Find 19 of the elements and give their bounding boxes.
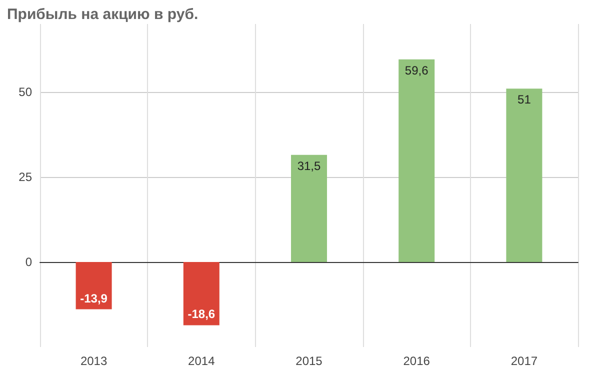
bar xyxy=(398,59,435,262)
y-tick-label: 25 xyxy=(18,170,32,184)
data-label: 31,5 xyxy=(297,158,321,173)
bar xyxy=(506,88,542,262)
x-tick-label: 2013 xyxy=(80,354,108,368)
bar xyxy=(76,262,112,310)
data-label: 51 xyxy=(518,92,532,107)
data-label: -13,9 xyxy=(80,291,108,306)
x-tick-label: 2014 xyxy=(188,354,216,368)
chart-title: Прибыль на акцию в руб. xyxy=(7,6,198,23)
bar xyxy=(291,154,327,262)
data-label: 59,6 xyxy=(404,63,429,78)
x-tick-label: 2016 xyxy=(403,354,430,368)
y-tick-label: 50 xyxy=(18,85,32,99)
y-tick-label: 0 xyxy=(25,255,32,269)
bar xyxy=(183,262,220,326)
x-tick-label: 2015 xyxy=(296,354,323,368)
x-tick-label: 2017 xyxy=(510,354,538,368)
data-label: -18,6 xyxy=(188,307,216,322)
